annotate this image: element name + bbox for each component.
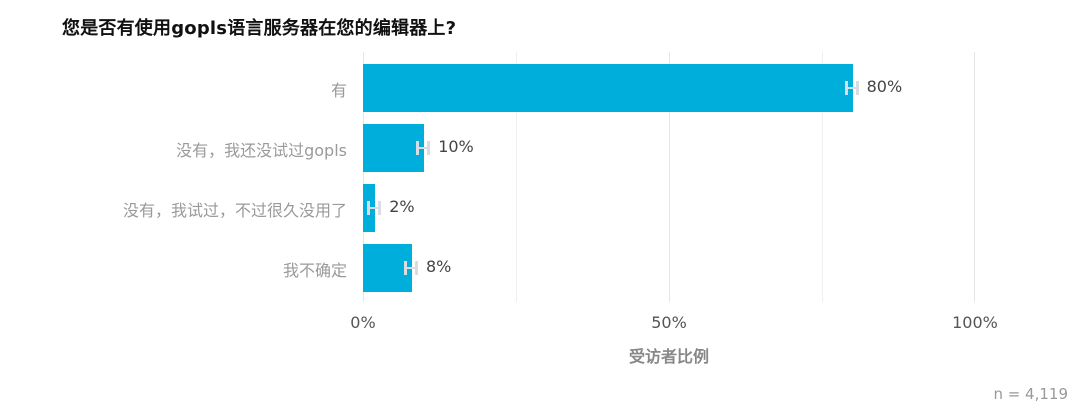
bar: [363, 244, 412, 292]
gridline-100: [974, 52, 975, 302]
category-label: 没有，我试过，不过很久没用了: [122, 201, 347, 220]
error-bar: [367, 201, 382, 215]
bar-row: 80%: [363, 64, 975, 112]
value-label: 8%: [425, 257, 452, 276]
bar-row: 10%: [363, 124, 975, 172]
x-tick-100: 100%: [952, 313, 998, 332]
x-axis-label: 受访者比例: [628, 347, 710, 366]
bar-row: 2%: [363, 184, 975, 232]
bar: [363, 64, 853, 112]
gridline-25: [516, 52, 517, 302]
value-label: 10%: [438, 137, 474, 156]
chart-title: 您是否有使用gopls语言服务器在您的编辑器上?: [62, 18, 457, 39]
error-bar: [844, 81, 859, 95]
gridline-0: [363, 52, 364, 302]
error-bar: [403, 261, 418, 275]
gridline-75: [822, 52, 823, 302]
category-label: 有: [330, 81, 347, 100]
value-label: 80%: [866, 77, 903, 96]
category-label: 我不确定: [282, 261, 347, 280]
sample-size: n = 4,119: [993, 385, 1068, 403]
gridline-50: [669, 52, 670, 302]
value-label: 2%: [389, 197, 415, 216]
bar: [363, 124, 425, 172]
plot-area: [363, 52, 975, 302]
error-bar: [416, 141, 431, 155]
x-tick-0: 0%: [350, 313, 376, 332]
bar-row: 8%: [363, 244, 975, 292]
category-label: 没有，我还没试过gopls: [176, 141, 347, 160]
x-tick-50: 50%: [651, 313, 687, 332]
